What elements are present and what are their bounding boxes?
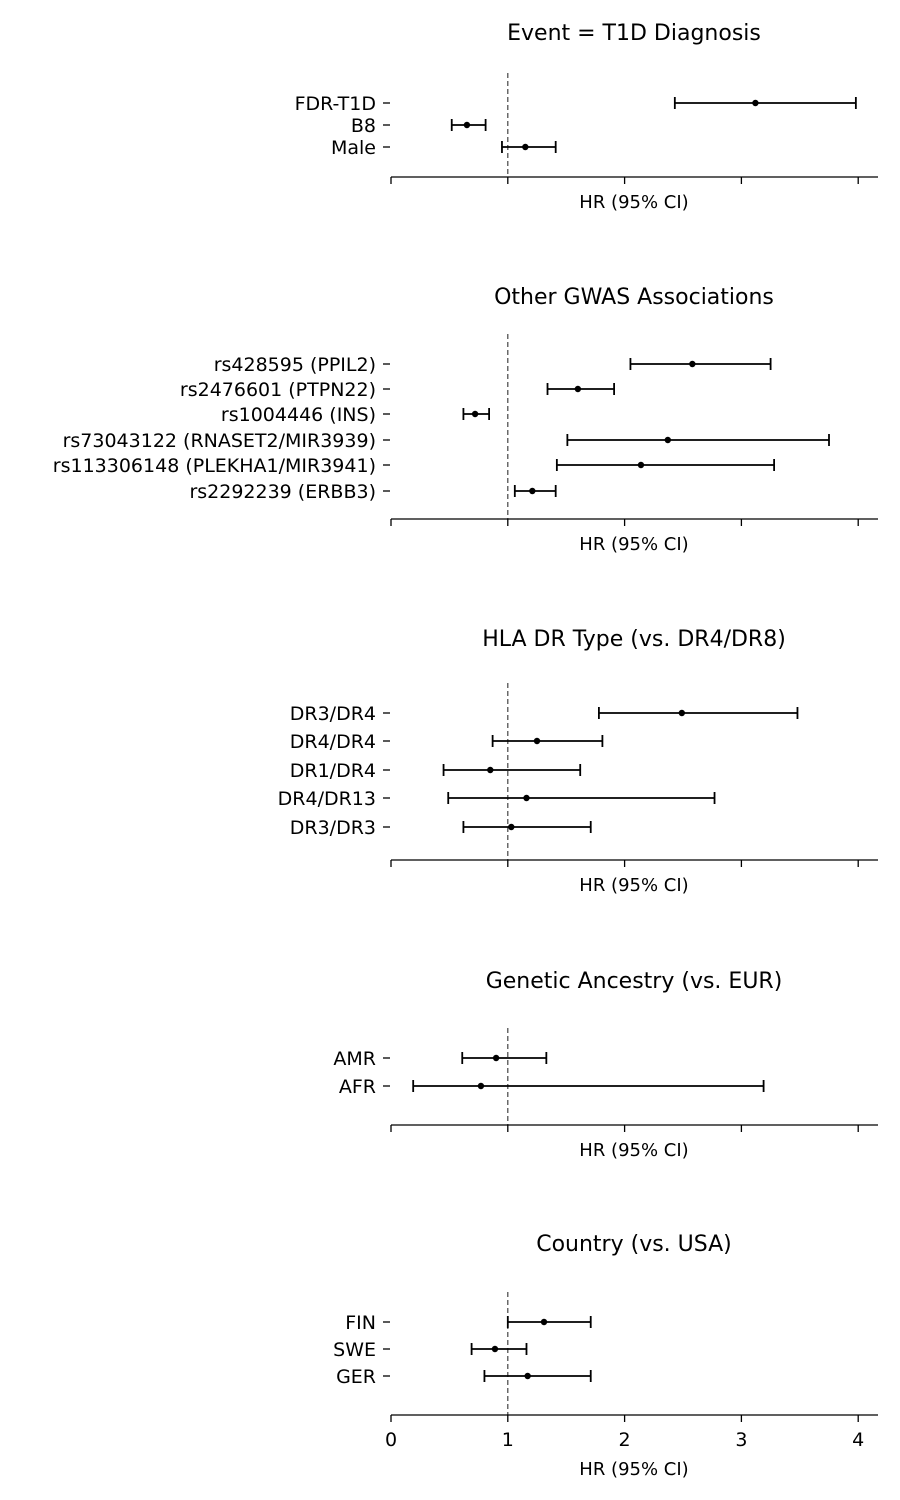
- hr-point: [533, 737, 541, 745]
- hr-point: [529, 487, 536, 495]
- hr-point: [523, 794, 530, 802]
- x-axis-label: HR (95% CI): [579, 534, 688, 555]
- row-label: AFR: [339, 1076, 376, 1098]
- hr-point: [524, 1372, 531, 1380]
- row-label: rs1004446 (INS): [221, 404, 376, 426]
- x-tick-label: 1: [502, 1429, 514, 1451]
- row-label: DR4/DR13: [278, 788, 376, 810]
- hr-point: [678, 709, 686, 717]
- row-label: SWE: [333, 1339, 376, 1361]
- hr-point: [752, 99, 759, 107]
- row-label: DR3/DR4: [290, 703, 376, 725]
- hr-point: [637, 461, 645, 469]
- row-label: DR3/DR3: [290, 817, 376, 839]
- panel-title: Other GWAS Associations: [494, 285, 774, 310]
- x-tick-label: 2: [619, 1429, 631, 1451]
- x-tick-label: 0: [385, 1429, 397, 1451]
- row-label: rs73043122 (RNASET2/MIR3939): [63, 430, 376, 452]
- hr-point: [471, 410, 479, 418]
- row-label: B8: [351, 115, 376, 137]
- row-label: rs2476601 (PTPN22): [180, 379, 376, 401]
- hr-point: [522, 143, 529, 151]
- hr-point: [491, 1345, 499, 1353]
- row-label: Male: [331, 137, 376, 159]
- hr-point: [540, 1318, 548, 1326]
- row-label: DR4/DR4: [290, 731, 376, 753]
- panel-title: Genetic Ancestry (vs. EUR): [486, 969, 783, 994]
- hr-point: [477, 1082, 485, 1090]
- hr-point: [463, 121, 471, 129]
- panel-title: Country (vs. USA): [536, 1232, 732, 1257]
- row-label: AMR: [333, 1048, 376, 1070]
- row-label: rs428595 (PPIL2): [214, 354, 376, 376]
- x-axis-label: HR (95% CI): [579, 875, 688, 896]
- x-axis-label: HR (95% CI): [579, 192, 688, 213]
- x-axis-label: HR (95% CI): [579, 1140, 688, 1161]
- x-tick-label: 4: [852, 1429, 864, 1451]
- x-axis-label: HR (95% CI): [579, 1459, 688, 1480]
- row-label: DR1/DR4: [290, 760, 376, 782]
- panel-title: Event = T1D Diagnosis: [507, 21, 761, 46]
- hr-point: [492, 1054, 500, 1062]
- hr-point: [508, 823, 515, 831]
- x-tick-label: 3: [735, 1429, 747, 1451]
- row-label: FIN: [345, 1312, 376, 1334]
- row-label: FDR-T1D: [295, 93, 376, 115]
- hr-point: [487, 766, 494, 774]
- hr-point: [664, 436, 672, 444]
- hr-point: [574, 385, 582, 393]
- row-label: GER: [336, 1366, 376, 1388]
- row-label: rs2292239 (ERBB3): [189, 481, 376, 503]
- panel-title: HLA DR Type (vs. DR4/DR8): [482, 627, 786, 652]
- row-label: rs113306148 (PLEKHA1/MIR3941): [53, 455, 376, 477]
- hr-point: [689, 360, 696, 368]
